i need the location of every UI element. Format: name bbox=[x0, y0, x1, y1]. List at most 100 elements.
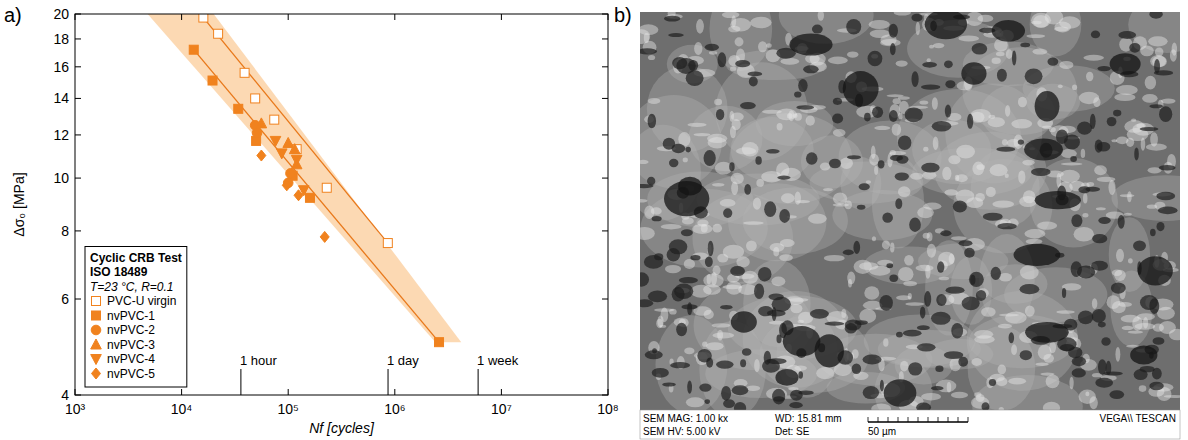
sem-texture bbox=[919, 100, 928, 104]
sem-pore bbox=[878, 160, 885, 168]
legend-marker bbox=[91, 355, 102, 365]
sem-texture bbox=[1042, 126, 1052, 130]
legend-marker bbox=[91, 325, 101, 335]
sem-pore bbox=[997, 69, 1007, 82]
sem-pore bbox=[889, 110, 898, 122]
sem-pore bbox=[1098, 359, 1107, 374]
sem-pore bbox=[1012, 50, 1016, 65]
sem-texture bbox=[921, 393, 941, 400]
sem-texture bbox=[1081, 149, 1086, 158]
point bbox=[291, 155, 302, 165]
sem-texture bbox=[866, 180, 871, 184]
sem-pore bbox=[951, 323, 963, 338]
x-tick bbox=[288, 389, 289, 395]
sem-pore bbox=[852, 364, 861, 374]
annotation: 1 day bbox=[387, 353, 419, 368]
point bbox=[320, 231, 329, 242]
sem-pore bbox=[832, 113, 843, 123]
sem-pore bbox=[1031, 168, 1051, 176]
sem-texture bbox=[992, 200, 1014, 207]
sem-texture bbox=[947, 382, 951, 393]
x-tick-label: 10³ bbox=[65, 401, 86, 417]
sem-texture bbox=[929, 45, 934, 49]
sem-texture bbox=[704, 310, 714, 320]
sem-texture bbox=[742, 271, 758, 284]
sem-texture bbox=[923, 147, 928, 152]
y-tick-label: 20 bbox=[53, 6, 69, 22]
sem-pore bbox=[898, 135, 911, 150]
sem-texture bbox=[796, 200, 810, 203]
sem-pore bbox=[668, 33, 684, 37]
sem-pore bbox=[847, 155, 861, 159]
sem-texture bbox=[1092, 298, 1097, 309]
sem-pore bbox=[1149, 104, 1163, 108]
sem-pore bbox=[880, 380, 884, 392]
sem-texture bbox=[713, 265, 721, 275]
sem-texture bbox=[927, 244, 936, 258]
sem-texture bbox=[1006, 49, 1013, 59]
sem-pore bbox=[996, 147, 1015, 152]
sem-texture bbox=[933, 43, 944, 48]
sem-pore bbox=[681, 229, 693, 236]
y-tick bbox=[75, 66, 81, 67]
sem-pore bbox=[1134, 147, 1139, 160]
sem-texture bbox=[694, 42, 702, 55]
sem-texture bbox=[1054, 26, 1069, 31]
sem-pore bbox=[982, 402, 990, 410]
sem-texture bbox=[1128, 258, 1133, 263]
sem-texture bbox=[893, 98, 901, 104]
y-tick-label: 12 bbox=[53, 127, 69, 143]
sem-texture bbox=[939, 277, 950, 281]
sem-pore bbox=[662, 382, 676, 386]
sem-texture bbox=[998, 365, 1007, 375]
sem-pore bbox=[1092, 309, 1106, 323]
sem-pore bbox=[731, 311, 757, 332]
sem-texture bbox=[864, 286, 879, 300]
sem-pore bbox=[721, 386, 731, 401]
series bbox=[256, 118, 302, 169]
y-tick bbox=[602, 14, 608, 15]
point bbox=[283, 137, 294, 147]
sem-pore bbox=[1140, 127, 1159, 131]
sem-texture bbox=[898, 96, 910, 99]
sem-texture bbox=[1139, 385, 1147, 392]
sem-texture bbox=[955, 175, 959, 182]
sem-texture bbox=[669, 309, 677, 315]
sem-pore bbox=[921, 84, 940, 89]
sem-texture bbox=[872, 236, 876, 241]
sem-texture bbox=[1026, 239, 1043, 245]
scale-bar-tick bbox=[888, 417, 889, 422]
sem-texture bbox=[951, 392, 968, 398]
sem-pore bbox=[790, 390, 803, 401]
sem-texture bbox=[936, 380, 956, 393]
x-tick-label: 10⁴ bbox=[171, 401, 193, 417]
y-tick bbox=[75, 395, 81, 396]
sem-texture bbox=[640, 199, 648, 202]
scale-bar-tick bbox=[968, 417, 969, 422]
sem-texture bbox=[1072, 84, 1077, 90]
sem-pore bbox=[855, 320, 868, 325]
sem-texture bbox=[890, 243, 894, 253]
sem-pore bbox=[958, 357, 968, 367]
sem-pore bbox=[932, 121, 952, 132]
point bbox=[294, 190, 303, 201]
sem-pore bbox=[798, 371, 803, 378]
sem-texture bbox=[1114, 270, 1125, 281]
sem-texture bbox=[904, 255, 913, 265]
sem-pore bbox=[744, 184, 751, 195]
scale-bar-label: 50 µm bbox=[868, 426, 896, 437]
sem-texture bbox=[840, 158, 853, 169]
sem-pore bbox=[772, 389, 785, 405]
sem-texture bbox=[1116, 85, 1138, 95]
sem-pore bbox=[716, 361, 734, 369]
panel-label: a) bbox=[4, 4, 22, 26]
sem-pore bbox=[911, 14, 922, 22]
y-tick bbox=[75, 14, 81, 15]
sem-pore bbox=[845, 323, 857, 333]
sem-texture bbox=[790, 304, 802, 313]
sem-pore bbox=[924, 291, 931, 307]
sem-pore bbox=[925, 12, 967, 39]
sem-texture bbox=[1161, 99, 1176, 104]
sem-texture bbox=[990, 164, 1008, 176]
sem-pore bbox=[664, 16, 680, 22]
